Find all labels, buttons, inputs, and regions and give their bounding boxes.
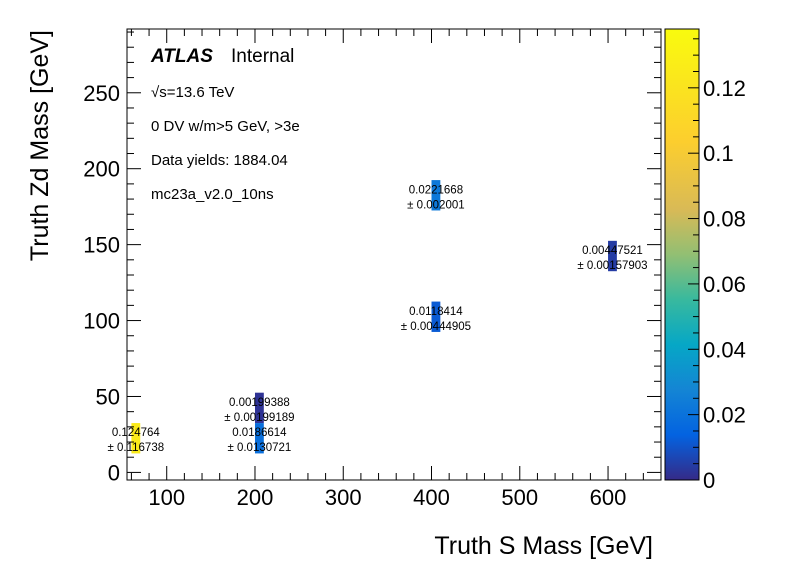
heatmap-cell: [131, 423, 141, 454]
atlas-label: ATLAS: [150, 46, 213, 67]
color-scale-ticks: 0 0.02 0.04 0.06 0.08 0.1 0.12: [688, 38, 746, 493]
y-tick-label: 50: [96, 384, 120, 409]
sample-label: mc23a_v2.0_10ns: [151, 186, 274, 203]
y-tick-label: 150: [83, 233, 120, 258]
atlas-annotations: ATLAS Internal √s=13.6 TeV 0 DV w/m>5 Ge…: [150, 46, 300, 203]
x-tick-label: 600: [590, 485, 627, 510]
cell-value-label: 0.00199388: [229, 397, 290, 409]
heatmap-cell: [431, 180, 441, 211]
cell-value-label: 0.00447521: [582, 245, 643, 257]
x-tick-label: 400: [413, 485, 450, 510]
y-axis-ticks: 0 50 100 150 200 250: [83, 31, 661, 485]
z-tick-label: 0.1: [703, 141, 734, 166]
y-tick-label: 250: [83, 81, 120, 106]
cell-error-label: ± 0.00444905: [401, 321, 471, 333]
x-tick-label: 300: [325, 485, 362, 510]
y-tick-label: 0: [108, 460, 120, 485]
heatmap-cell: [431, 301, 441, 332]
cell-value-label: 0.0186614: [232, 427, 287, 439]
x-tick-label: 100: [148, 485, 185, 510]
plot-frame: [126, 28, 662, 481]
z-tick-label: 0: [703, 468, 715, 493]
color-scale-bar: [664, 28, 700, 481]
plot-area: [126, 28, 662, 481]
cell-error-label: ± 0.002001: [407, 199, 464, 211]
cell-error-label: ± 0.0130721: [227, 442, 291, 454]
cell-value-label: 0.0221668: [409, 184, 463, 196]
color-scale: 0 0.02 0.04 0.06 0.08 0.1 0.12: [664, 28, 746, 493]
yields-label: Data yields: 1884.04: [151, 152, 288, 169]
selection-label: 0 DV w/m>5 GeV, >3e: [151, 118, 300, 135]
heatmap-cell: [608, 240, 617, 272]
y-tick-label: 100: [83, 309, 120, 334]
heatmap-cells: [131, 180, 617, 454]
cell-error-label: ± 0.00199189: [224, 412, 294, 424]
z-tick-label: 0.06: [703, 272, 746, 297]
energy-label: √s=13.6 TeV: [151, 84, 234, 101]
x-axis-title: Truth S Mass [GeV]: [434, 532, 653, 560]
cell-value-label: 0.0118414: [409, 306, 463, 318]
z-tick-label: 0.04: [703, 337, 746, 362]
y-tick-label: 200: [83, 157, 120, 182]
heatmap-cell: [254, 423, 264, 454]
z-tick-label: 0.08: [703, 207, 746, 232]
internal-label: Internal: [231, 46, 294, 67]
z-tick-label: 0.12: [703, 76, 746, 101]
z-tick-label: 0.02: [703, 403, 746, 428]
cell-labels: 0.124764 ± 0.116738 0.00199388 ± 0.00199189…: [108, 184, 648, 454]
heatmap-cell: [254, 392, 264, 424]
cell-error-label: ± 0.00157903: [577, 260, 647, 272]
cell-error-label: ± 0.116738: [108, 442, 165, 454]
x-tick-label: 200: [237, 485, 274, 510]
cell-value-label: 0.124764: [112, 427, 161, 439]
x-axis-ticks: 100 200 300 400 500 600: [130, 29, 662, 510]
x-tick-label: 500: [501, 485, 538, 510]
y-axis-title: Truth Zd Mass [GeV]: [26, 30, 54, 261]
